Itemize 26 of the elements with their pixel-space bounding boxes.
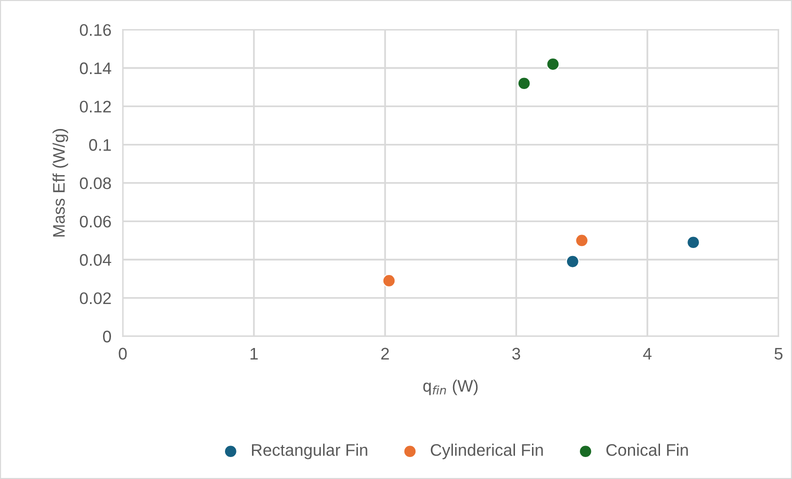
point: [575, 234, 589, 248]
y-tick-label: 0.16: [80, 24, 111, 36]
y-tick-label: 0.1: [89, 139, 111, 151]
point: [686, 236, 700, 250]
point: [566, 254, 580, 268]
x-tick-label: 0: [118, 348, 127, 360]
legend-label: Rectangular Fin: [252, 444, 368, 460]
point: [546, 57, 560, 71]
x-tick-label: 3: [512, 348, 520, 360]
x-axis-title: q$_{fin}$ (W): [423, 380, 478, 396]
y-tick-label: 0.14: [80, 62, 112, 74]
y-tick-label: 0.02: [80, 292, 111, 304]
y-tick-label: 0.12: [80, 100, 111, 113]
y-axis-title: Mass Eff (W/g): [52, 129, 68, 237]
y-tick-label: 0.04: [80, 254, 112, 266]
x-tick-label: 4: [643, 348, 652, 360]
x-tick-label: 2: [381, 348, 389, 360]
y-tick-label: 0.06: [80, 216, 111, 228]
legend-label: Cylinderical Fin: [430, 444, 543, 460]
x-tick-label: 5: [774, 348, 782, 360]
point: [517, 76, 531, 90]
legend-label: Conical Fin: [606, 444, 688, 456]
y-tick-label: 0.08: [80, 177, 111, 190]
x-tick-label: 1: [250, 348, 258, 360]
point: [382, 274, 396, 288]
y-tick-label: 0: [103, 330, 111, 342]
